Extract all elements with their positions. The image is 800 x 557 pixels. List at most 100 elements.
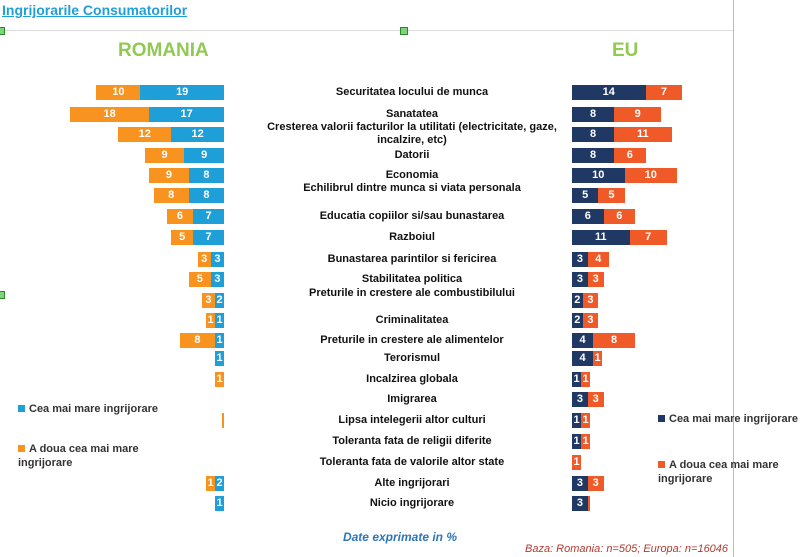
- bar-romania-first: 1: [215, 496, 224, 511]
- category-label: Incalzirea globala: [366, 373, 458, 385]
- note: Date exprimate in %: [342, 530, 458, 544]
- bar-romania-first: 7: [193, 230, 224, 245]
- bar-eu-second: 6: [603, 209, 635, 224]
- base-note: Baza: Romania: n=505; Europa: n=16046: [525, 543, 729, 555]
- bar-eu-second: 1: [581, 413, 590, 428]
- resize-handle[interactable]: [400, 27, 408, 35]
- page-title: Ingrijorarile Consumatorilor: [2, 2, 188, 18]
- category-label: Sanatatea: [386, 108, 438, 120]
- legend-item-ro-second: A doua cea mai mare ingrijorare: [18, 442, 158, 470]
- bar-romania-second: [221, 413, 224, 428]
- bar-romania-second: 18: [70, 107, 150, 122]
- bar-eu-first: 3: [572, 392, 588, 407]
- bar-eu-second: 3: [582, 313, 599, 328]
- divider: [733, 0, 734, 557]
- bar-eu-first: 8: [572, 127, 614, 142]
- resize-handle[interactable]: [0, 27, 5, 35]
- category-label: Stabilitatea politica: [361, 273, 463, 285]
- bar-eu-first: 2: [572, 293, 583, 308]
- eu-heading: EU: [612, 40, 639, 61]
- legend-swatch: [18, 405, 25, 412]
- bar-eu-first: 1: [572, 434, 581, 449]
- bar-eu-second: 4: [587, 252, 609, 267]
- bar-eu-second: [587, 496, 591, 511]
- bar-eu-first: 5: [572, 188, 599, 203]
- bar-romania-second: 8: [153, 188, 189, 203]
- bar-romania-first: 3: [210, 272, 224, 287]
- legend-swatch: [658, 415, 665, 422]
- bar-eu-second: 1: [581, 434, 590, 449]
- category-label: Cresterea valorii facturilor la utilitat…: [267, 121, 557, 146]
- bar-romania-second: 9: [144, 148, 185, 163]
- bar-eu-first: 10: [572, 168, 625, 183]
- legend-label: Cea mai mare ingrijorare: [669, 413, 799, 425]
- bar-eu-second: 3: [587, 392, 604, 407]
- legend-label: A doua cea mai mare ingrijorare: [658, 459, 779, 485]
- bar-romania-second: 9: [149, 168, 189, 183]
- category-label: Securitatea locului de munca: [335, 86, 489, 98]
- category-label: Lipsa intelegerii altor culturi: [338, 414, 486, 426]
- bar-eu-first: 2: [572, 313, 583, 328]
- bar-eu-second: 1: [581, 372, 590, 387]
- romania-heading: ROMANIA: [118, 40, 209, 61]
- bar-romania-first: 1: [215, 313, 224, 328]
- bar-romania-first: 12: [171, 127, 224, 142]
- category-label: Educatia copiilor si/sau bunastarea: [319, 210, 505, 222]
- bar-eu-first: 8: [572, 148, 614, 163]
- bar-eu-first: 11: [572, 230, 630, 245]
- bar-romania-first: 17: [149, 107, 224, 122]
- bar-eu-second: 10: [624, 168, 677, 183]
- bar-eu-first: 3: [572, 476, 588, 491]
- category-label: Bunastarea parintilor si fericirea: [327, 253, 497, 265]
- bar-romania-second: 5: [188, 272, 211, 287]
- bar-romania-second: 3: [197, 252, 211, 267]
- resize-handle[interactable]: [0, 291, 5, 299]
- category-label: Economia: [385, 169, 439, 181]
- category-label: Nicio ingrijorare: [369, 497, 455, 509]
- bar-eu-second: 9: [614, 107, 662, 122]
- bar-romania-first: 7: [193, 209, 224, 224]
- bar-romania-first: 2: [215, 293, 224, 308]
- bar-eu-second: 6: [614, 148, 646, 163]
- bar-romania-second: 6: [166, 209, 194, 224]
- bar-romania-first: 19: [140, 85, 224, 100]
- category-label: Toleranta fata de religii diferite: [332, 435, 492, 447]
- category-label: Criminalitatea: [375, 314, 449, 326]
- category-label: Razboiul: [389, 231, 435, 243]
- bar-romania-first: 8: [188, 168, 224, 183]
- legend-swatch: [658, 461, 665, 468]
- bar-romania-first: 1: [215, 333, 224, 348]
- bar-eu-second: 7: [629, 230, 667, 245]
- category-label: Datorii: [394, 149, 430, 161]
- bar-eu-first: 6: [572, 209, 604, 224]
- legend-label: Cea mai mare ingrijorare: [29, 403, 159, 415]
- category-label: Terorismul: [383, 352, 441, 364]
- divider: [0, 30, 733, 31]
- bar-romania-second: 1: [206, 313, 215, 328]
- bar-romania-second: 12: [118, 127, 172, 142]
- bar-eu-second: 5: [598, 188, 625, 203]
- bar-romania-second: 10: [96, 85, 141, 100]
- category-label: Preturile in crestere ale alimentelor: [320, 334, 504, 346]
- bar-eu-second: 1: [593, 351, 602, 366]
- bar-eu-second: 3: [587, 476, 604, 491]
- legend-item-eu-second: A doua cea mai mare ingrijorare: [658, 458, 798, 486]
- bar-romania-second: 1: [215, 372, 224, 387]
- bar-romania-second: 3: [201, 293, 215, 308]
- bar-romania-second: 1: [206, 476, 215, 491]
- category-label: Toleranta fata de valorile altor state: [319, 456, 505, 468]
- bar-romania-first: 1: [215, 351, 224, 366]
- bar-eu-first: 4: [572, 333, 593, 348]
- bar-eu-first: 14: [572, 85, 646, 100]
- legend-item-ro-first: Cea mai mare ingrijorare: [18, 402, 158, 416]
- bar-eu-first: 8: [572, 107, 614, 122]
- legend-swatch: [18, 445, 25, 452]
- bar-romania-first: 2: [215, 476, 224, 491]
- legend-label: A doua cea mai mare ingrijorare: [18, 443, 139, 469]
- category-label: Alte ingrijorari: [374, 477, 450, 489]
- bar-eu-second: 3: [582, 293, 599, 308]
- bar-eu-second: 8: [593, 333, 635, 348]
- bar-eu-second: 1: [572, 455, 581, 470]
- bar-romania-first: 3: [210, 252, 224, 267]
- bar-eu-second: 3: [587, 272, 604, 287]
